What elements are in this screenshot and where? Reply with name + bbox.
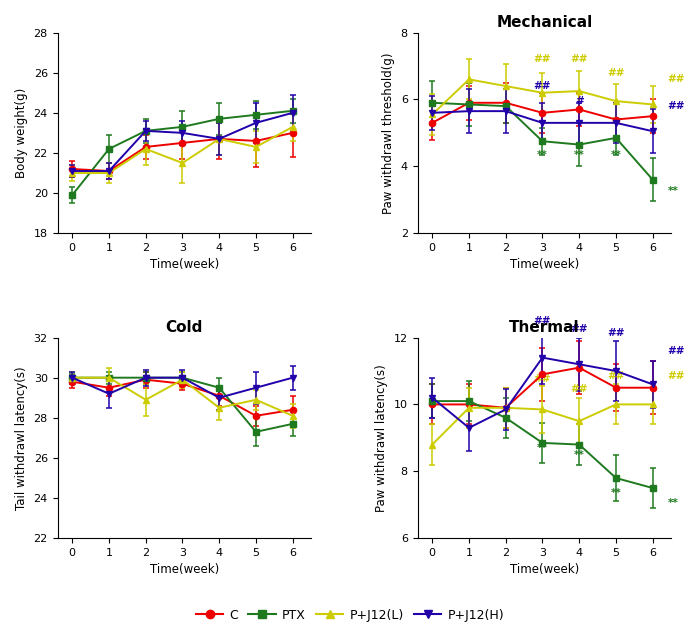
Text: ##: ## xyxy=(570,384,588,394)
Text: ##: ## xyxy=(533,54,551,64)
Text: **: ** xyxy=(574,149,584,160)
Text: **: ** xyxy=(537,443,548,453)
Text: ##: ## xyxy=(607,371,624,381)
Text: **: ** xyxy=(574,450,584,460)
Title: Mechanical: Mechanical xyxy=(496,15,592,30)
Title: Thermal: Thermal xyxy=(509,320,580,335)
Text: ##: ## xyxy=(667,101,685,111)
Y-axis label: Paw withdrawl latency(s): Paw withdrawl latency(s) xyxy=(375,364,388,512)
Text: ##: ## xyxy=(570,324,588,334)
Text: **: ** xyxy=(610,488,622,498)
Y-axis label: Tail withdrawl latency(s): Tail withdrawl latency(s) xyxy=(15,366,28,509)
Text: ##: ## xyxy=(607,328,624,338)
Text: ##: ## xyxy=(570,54,588,64)
Text: ##: ## xyxy=(533,316,551,326)
Text: **: ** xyxy=(667,186,678,197)
X-axis label: Time(week): Time(week) xyxy=(150,258,219,272)
Text: ##: ## xyxy=(667,74,685,85)
Text: **: ** xyxy=(667,498,678,508)
X-axis label: Time(week): Time(week) xyxy=(510,563,579,576)
Text: ##: ## xyxy=(533,81,551,91)
Text: #: # xyxy=(575,96,584,106)
Text: ##: ## xyxy=(667,371,685,381)
Legend: C, PTX, P+J12(L), P+J12(H): C, PTX, P+J12(L), P+J12(H) xyxy=(190,604,510,626)
Text: ##: ## xyxy=(607,67,624,78)
Text: ##: ## xyxy=(667,346,685,356)
Y-axis label: Body weight(g): Body weight(g) xyxy=(15,88,28,178)
Title: Cold: Cold xyxy=(166,320,203,335)
Text: **: ** xyxy=(537,149,548,160)
X-axis label: Time(week): Time(week) xyxy=(150,563,219,576)
Text: ##: ## xyxy=(533,375,551,384)
Y-axis label: Paw withdrawl threshold(g): Paw withdrawl threshold(g) xyxy=(382,52,395,214)
Text: **: ** xyxy=(610,149,622,160)
X-axis label: Time(week): Time(week) xyxy=(510,258,579,272)
